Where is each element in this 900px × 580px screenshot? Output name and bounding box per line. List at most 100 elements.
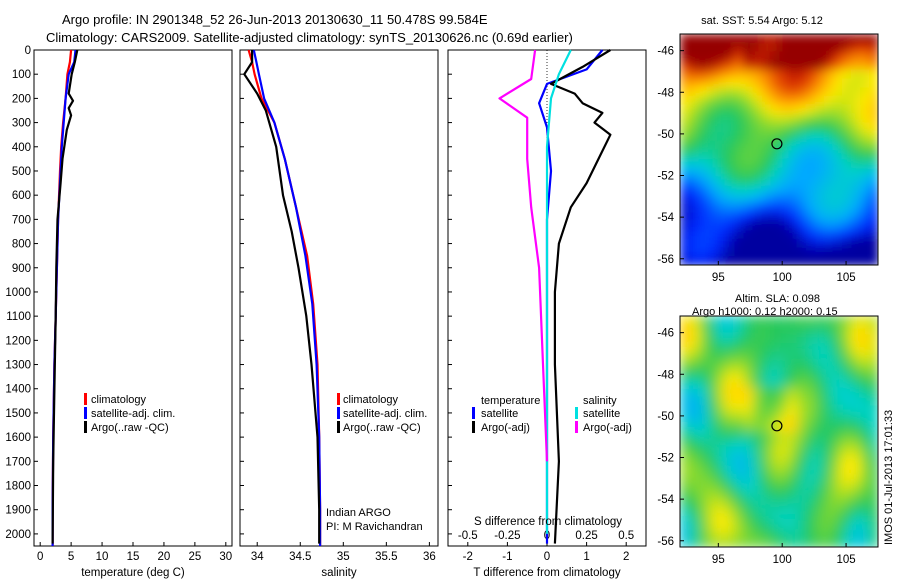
sst-cell [788, 158, 798, 169]
sla-cell [752, 342, 762, 353]
sst-cell [797, 238, 807, 249]
sla-cell [833, 520, 843, 531]
temperature-tick-label: 0 [37, 551, 43, 563]
sst-cell [707, 238, 717, 249]
t-difference-tick-label: 0 [544, 551, 550, 563]
sst-cell [734, 220, 744, 231]
sst-cell [725, 149, 735, 160]
sst-cell [869, 42, 878, 53]
sst-cell [698, 34, 708, 44]
sst-cell [725, 193, 735, 204]
sla-cell [869, 484, 878, 495]
sla-cell [752, 360, 762, 371]
depth-tick-label: 300 [12, 118, 31, 130]
sst-map-frame [679, 33, 879, 266]
imos-timestamp: IMOS 01-Jul-2013 17:01:33 [883, 410, 895, 545]
sst-cell [698, 167, 708, 178]
sla-cell [833, 324, 843, 335]
sst-cell [851, 34, 861, 44]
depth-tick-label: 800 [12, 239, 31, 251]
sla-cell [725, 342, 735, 353]
sla-cell [851, 316, 861, 326]
sla-cell [815, 511, 825, 522]
sst-cell [869, 167, 878, 178]
sla-cell [698, 449, 708, 460]
sla-cell [689, 431, 699, 442]
sla-cell [761, 404, 771, 415]
sla-cell [734, 360, 744, 371]
sla-cell [815, 316, 825, 326]
sla-cell [869, 458, 878, 469]
sst-cell [734, 167, 744, 178]
sst-cell [707, 202, 717, 213]
latitude-tick-label: -54 [657, 494, 674, 506]
sla-cell [806, 387, 816, 397]
sla-cell [680, 369, 690, 380]
sst-cell [806, 42, 816, 53]
sst-cell [725, 256, 735, 265]
sla-cell [842, 475, 852, 486]
depth-tick-label: 1600 [5, 432, 31, 444]
sst-cell [689, 211, 699, 222]
sla-cell [689, 502, 699, 513]
sla-cell [725, 351, 735, 362]
sst-cell [734, 69, 744, 80]
t-difference-tick-label: 2 [623, 551, 629, 563]
sla-cell [752, 493, 762, 504]
sla-cell [806, 431, 816, 442]
sla-cell [716, 511, 726, 522]
sla-cell [842, 458, 852, 469]
sst-cell [770, 220, 780, 231]
sst-cell [761, 51, 771, 62]
sla-cell [716, 431, 726, 442]
sla-cell [842, 333, 852, 344]
sla-cell [788, 529, 798, 540]
sst-cell [869, 158, 878, 169]
sla-cell [824, 484, 834, 495]
sla-cell [761, 467, 771, 477]
sst-cell [824, 131, 834, 142]
sst-cell [815, 211, 825, 222]
sla-cell [680, 413, 690, 424]
sst-cell [851, 229, 861, 240]
sst-cell [680, 69, 690, 80]
sst-cell [707, 211, 717, 222]
sla-cell [743, 440, 753, 451]
sst-cell [716, 176, 726, 187]
sst-cell [788, 69, 798, 80]
sst-cell [680, 202, 690, 213]
sla-cell [842, 538, 852, 547]
sst-cell [860, 114, 870, 124]
sst-cell [833, 42, 843, 53]
sla-cell [761, 422, 771, 433]
sla-cell [833, 333, 843, 344]
sst-cell [833, 229, 843, 240]
longitude-tick-label: 100 [773, 554, 792, 566]
legend-swatch-satellite [84, 407, 87, 419]
sla-cell [716, 351, 726, 362]
sst-cell [707, 185, 717, 195]
sla-cell [698, 511, 708, 522]
sla-cell [797, 493, 807, 504]
sla-cell [680, 440, 690, 451]
sla-cell [770, 324, 780, 335]
sst-cell [851, 105, 861, 115]
sst-cell [716, 34, 726, 44]
sst-cell [752, 51, 762, 62]
sla-cell [752, 502, 762, 513]
sst-cell [725, 202, 735, 213]
sst-cell [770, 51, 780, 62]
sla-cell [689, 422, 699, 433]
sla-cell [752, 351, 762, 362]
sst-cell [752, 185, 762, 195]
depth-tick-label: 200 [12, 93, 31, 105]
sla-cell [851, 467, 861, 477]
sst-cell [860, 229, 870, 240]
sla-cell [716, 387, 726, 397]
sst-cell [797, 247, 807, 258]
sla-cell [698, 378, 708, 389]
sst-cell [842, 122, 852, 133]
sla-cell [842, 387, 852, 397]
sst-cell [716, 140, 726, 151]
sla-cell [716, 422, 726, 433]
